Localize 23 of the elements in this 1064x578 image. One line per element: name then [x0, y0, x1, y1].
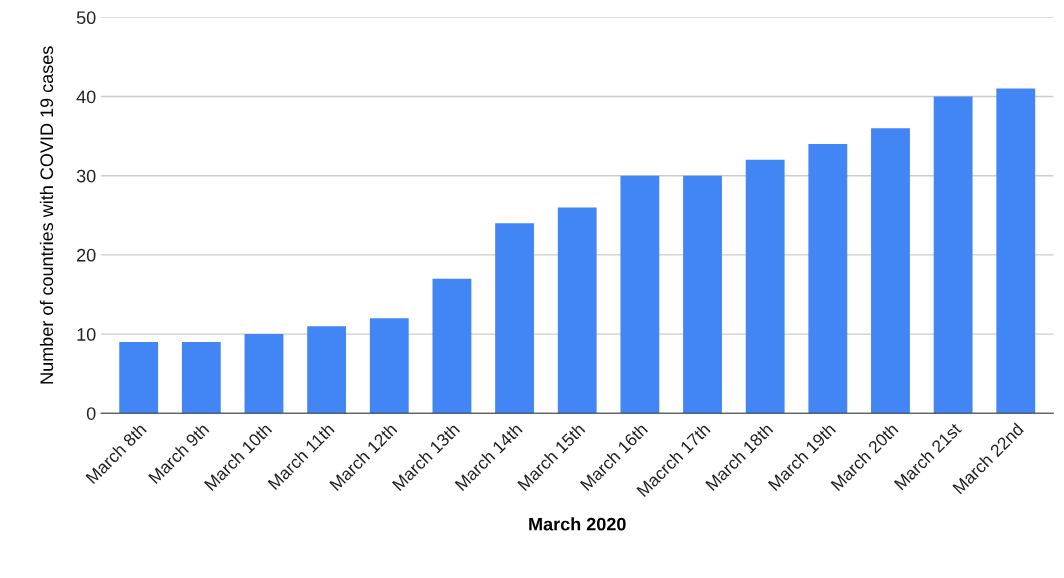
- bar: [307, 326, 347, 414]
- y-tick-label: 40: [76, 90, 96, 104]
- bar: [871, 128, 910, 414]
- bar: [808, 144, 848, 414]
- bar: [119, 342, 159, 414]
- y-tick-label: 30: [76, 169, 96, 183]
- y-tick-label: 10: [77, 328, 96, 341]
- y-axis-title: Number of countries with COVID 19 cases: [39, 46, 54, 384]
- bar: [683, 175, 722, 414]
- bar: [432, 278, 472, 414]
- bar: [745, 159, 785, 414]
- bar: [620, 175, 660, 414]
- y-tick-label: 50: [76, 11, 96, 25]
- bar: [369, 318, 409, 414]
- y-tick-label: 20: [77, 248, 96, 262]
- bar: [244, 334, 284, 414]
- x-axis-title: March 2020: [529, 517, 626, 531]
- bar: [933, 96, 973, 414]
- bar: [495, 223, 534, 414]
- bar: [996, 88, 1036, 414]
- bar: [181, 342, 221, 414]
- bar: [557, 207, 597, 414]
- y-tick-label: 0: [86, 407, 96, 420]
